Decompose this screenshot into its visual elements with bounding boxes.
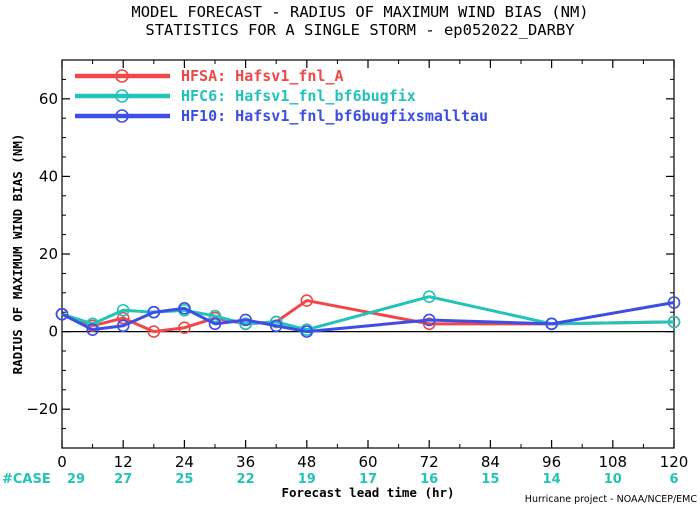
credit-text: Hurricane project - NOAA/NCEP/EMC	[525, 494, 698, 505]
data-point-hfsa	[422, 317, 436, 331]
legend-label-hfsa: HFSA: Hafsv1_fnl_A	[181, 67, 344, 85]
data-point-hf10	[545, 317, 558, 331]
data-point-hfc6	[269, 315, 283, 329]
y-tick-label: −20	[26, 400, 58, 418]
data-point-hfc6	[667, 315, 681, 329]
case-label: #CASE	[2, 472, 51, 487]
case-count: 22	[237, 472, 255, 487]
y-tick-label: 40	[39, 167, 58, 185]
series-layer	[55, 290, 681, 338]
case-count: 29	[67, 472, 85, 487]
data-point-hf10	[269, 319, 283, 333]
data-point-hfc6	[239, 317, 252, 331]
y-tick-label: 0	[48, 323, 58, 341]
case-count: 15	[481, 472, 499, 487]
case-count: 17	[359, 472, 377, 487]
data-point-hfc6	[422, 290, 436, 303]
x-axis-label: Forecast lead time (hr)	[281, 485, 454, 500]
case-count: 27	[114, 472, 132, 487]
chart-title: MODEL FORECAST - RADIUS OF MAXIMUM WIND …	[131, 3, 588, 21]
case-count: 25	[175, 472, 193, 487]
data-point-hfsa	[178, 321, 191, 335]
case-count: 6	[669, 472, 678, 487]
case-count: 10	[604, 472, 622, 487]
case-counts: 29 27 25 22 19 17 16 15 14 10 6	[67, 472, 679, 487]
y-axis-ticks: −20 0 20 40 60	[26, 59, 674, 449]
legend-label-hf10: HF10: Hafsv1_fnl_bf6bugfixsmalltau	[181, 107, 488, 125]
legend-label-hfc6: HFC6: Hafsv1_fnl_bf6bugfix	[181, 87, 416, 105]
data-point-hf10	[178, 302, 191, 315]
x-tick-label: 60	[358, 453, 377, 471]
data-point-hfc6	[208, 309, 222, 323]
data-point-hfsa	[147, 325, 161, 338]
data-point-hf10	[667, 296, 681, 309]
legend: HFSA: Hafsv1_fnl_A HFC6: Hafsv1_fnl_bf6bu…	[75, 67, 488, 125]
x-tick-label: 108	[598, 453, 627, 471]
x-tick-label: 0	[57, 453, 67, 471]
data-point-hfc6	[116, 303, 130, 317]
x-tick-label: 12	[114, 453, 133, 471]
x-tick-label: 120	[660, 453, 689, 471]
data-point-hf10	[147, 305, 161, 319]
y-tick-label: 60	[39, 90, 58, 108]
data-point-hf10	[422, 313, 436, 327]
x-tick-label: 72	[420, 453, 439, 471]
x-tick-label: 48	[297, 453, 316, 471]
data-point-hf10	[55, 307, 69, 321]
case-count: 19	[298, 472, 316, 487]
x-tick-label: 84	[481, 453, 500, 471]
y-axis-label: RADIUS OF MAXIMUM WIND BIAS (NM)	[10, 134, 25, 375]
data-point-hf10	[116, 319, 130, 333]
y-tick-label: 20	[39, 245, 58, 263]
data-point-hf10	[239, 313, 252, 327]
data-point-hf10	[300, 325, 314, 338]
case-count: 14	[543, 472, 561, 487]
data-point-hf10	[86, 323, 99, 336]
data-point-hf10	[208, 317, 222, 331]
legend-marker-hfc6	[115, 89, 129, 103]
legend-marker-hfsa	[115, 69, 129, 83]
x-tick-label: 24	[175, 453, 194, 471]
x-axis-ticks: 0 12 24 36 48 60 72 84 96 108 120	[57, 60, 688, 471]
case-count: 16	[420, 472, 438, 487]
legend-marker-hf10	[115, 109, 129, 123]
data-point-hfsa	[116, 311, 130, 325]
x-tick-label: 36	[236, 453, 255, 471]
data-point-hfsa	[300, 294, 314, 307]
chart-subtitle: STATISTICS FOR A SINGLE STORM - ep052022…	[145, 21, 575, 39]
x-tick-label: 96	[542, 453, 561, 471]
